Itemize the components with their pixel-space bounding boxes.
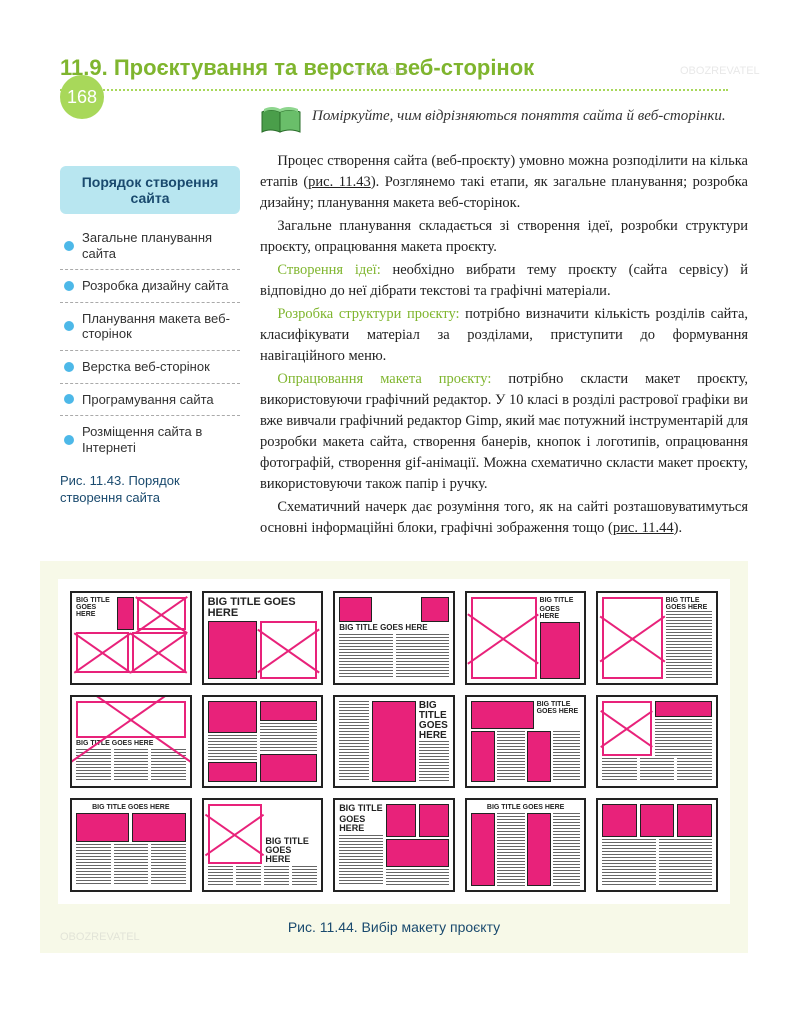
book-icon <box>260 106 302 136</box>
sidebar-item-label: Верстка веб-сторінок <box>82 359 210 375</box>
sidebar-item-label: Розробка дизайну сайта <box>82 278 229 294</box>
layout-thumb: BIG TITLEGOES HERE <box>333 798 455 892</box>
intro-row: Поміркуйте, чим відрізняються поняття са… <box>260 106 748 136</box>
inline-label: Створення ідеї: <box>277 262 380 278</box>
content-row: Порядок створення сайта Загальне планува… <box>0 106 788 541</box>
layout-thumb: BIG TITLE GOES HERE <box>202 591 324 685</box>
sidebar-list: Загальне планування сайта Розробка дизай… <box>60 214 240 463</box>
sidebar-item-label: Розміщення сайта в Інтернеті <box>82 424 236 455</box>
section-title: 11.9. Проєктування та верстка веб-сторін… <box>60 55 788 81</box>
sidebar-item: Планування макета веб-сторінок <box>60 303 240 351</box>
inline-label: Опрацювання макета проєкту: <box>277 371 491 387</box>
dot-icon <box>64 321 74 331</box>
layout-thumb: BIG TITLE GOES HERE <box>202 798 324 892</box>
sidebar-item: Верстка веб-сторінок <box>60 351 240 384</box>
page-number-badge: 168 <box>60 75 104 119</box>
sidebar-caption: Рис. 11.43. Порядок створення сайта <box>60 473 240 507</box>
paragraph: Процес створення сайта (веб-проєкту) умо… <box>260 151 748 214</box>
dot-icon <box>64 362 74 372</box>
dot-icon <box>64 281 74 291</box>
right-column: Поміркуйте, чим відрізняються поняття са… <box>240 106 788 541</box>
layout-thumb: BIG TITLEGOES HERE <box>333 695 455 789</box>
layout-thumb: BIG TITLE GOES HERE <box>465 798 587 892</box>
layout-thumb: BIG TITLE GOES HERE <box>333 591 455 685</box>
layout-thumb: BIG TITLE GOES HERE <box>465 695 587 789</box>
dot-icon <box>64 435 74 445</box>
intro-text: Поміркуйте, чим відрізняються поняття са… <box>312 106 726 127</box>
sidebar-item: Програмування сайта <box>60 384 240 417</box>
inline-label: Розробка структури проєкту: <box>277 306 459 322</box>
sidebar-item-label: Загальне планування сайта <box>82 230 236 261</box>
mockup-section: BIG TITLE GOES HERE BIG TITLE GOES HERE … <box>40 561 748 953</box>
layout-thumb: BIG TITLE GOES HERE <box>70 695 192 789</box>
layout-thumb <box>596 798 718 892</box>
figure-ref: рис. 11.44 <box>613 520 674 536</box>
layout-thumb: BIG TITLE GOES HERE <box>70 798 192 892</box>
body-text: Процес створення сайта (веб-проєкту) умо… <box>260 151 748 539</box>
sidebar-item: Розробка дизайну сайта <box>60 270 240 303</box>
sidebar-box: Порядок створення сайта Загальне планува… <box>60 166 240 507</box>
paragraph: Розробка структури проєкту: потрібно виз… <box>260 304 748 367</box>
layout-thumb <box>596 695 718 789</box>
layout-thumb: BIG TITLEGOES HERE <box>465 591 587 685</box>
paragraph: Створення ідеї: необхідно вибрати тему п… <box>260 260 748 302</box>
divider <box>60 89 728 91</box>
layout-thumb: BIG TITLE GOES HERE <box>70 591 192 685</box>
left-column: Порядок створення сайта Загальне планува… <box>0 106 240 541</box>
sidebar-item: Розміщення сайта в Інтернеті <box>60 416 240 463</box>
mockup-grid: BIG TITLE GOES HERE BIG TITLE GOES HERE … <box>58 579 730 904</box>
mockup-caption: Рис. 11.44. Вибір макету проєкту <box>58 919 730 935</box>
paragraph: Опрацювання макета проєкту: потрібно скл… <box>260 369 748 495</box>
layout-thumb <box>202 695 324 789</box>
layout-thumb: BIG TITLE GOES HERE <box>596 591 718 685</box>
sidebar-header: Порядок створення сайта <box>60 166 240 214</box>
sidebar-item: Загальне планування сайта <box>60 222 240 270</box>
dot-icon <box>64 241 74 251</box>
sidebar-item-label: Програмування сайта <box>82 392 214 408</box>
sidebar-item-label: Планування макета веб-сторінок <box>82 311 236 342</box>
dot-icon <box>64 394 74 404</box>
figure-ref: рис. 11.43 <box>308 174 371 190</box>
paragraph: Загальне планування складається зі створ… <box>260 216 748 258</box>
paragraph: Схематичний начерк дає розуміння того, я… <box>260 497 748 539</box>
